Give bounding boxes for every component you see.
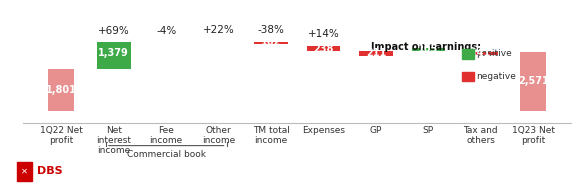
Bar <box>17 162 32 181</box>
FancyBboxPatch shape <box>464 52 498 55</box>
Text: +69%: +69% <box>98 26 129 36</box>
Text: 1,801: 1,801 <box>46 85 77 95</box>
Text: 141: 141 <box>470 48 491 58</box>
Text: 40: 40 <box>160 34 173 44</box>
Text: 2,571: 2,571 <box>518 76 549 86</box>
Text: Commercial book: Commercial book <box>127 150 206 160</box>
Text: +14%: +14% <box>308 29 339 39</box>
Bar <box>462 72 474 81</box>
Text: 162: 162 <box>261 37 281 47</box>
FancyBboxPatch shape <box>149 38 183 39</box>
Text: 211: 211 <box>366 48 386 58</box>
Text: 105: 105 <box>419 44 438 54</box>
FancyBboxPatch shape <box>307 46 340 51</box>
FancyBboxPatch shape <box>359 51 393 56</box>
Text: positive: positive <box>476 49 512 58</box>
Text: DBS: DBS <box>37 166 63 176</box>
Bar <box>462 49 474 59</box>
Text: +22%: +22% <box>203 25 234 35</box>
FancyBboxPatch shape <box>254 40 288 44</box>
Text: -4%: -4% <box>156 26 176 36</box>
Bar <box>520 52 546 111</box>
Text: Impact on earnings:: Impact on earnings: <box>371 42 482 52</box>
Text: 238: 238 <box>314 44 333 53</box>
FancyBboxPatch shape <box>97 37 131 69</box>
Text: negative: negative <box>476 72 517 81</box>
FancyBboxPatch shape <box>202 36 236 38</box>
Text: -38%: -38% <box>258 25 285 35</box>
FancyBboxPatch shape <box>412 48 445 51</box>
Text: 1,379: 1,379 <box>99 48 129 58</box>
Text: ✕: ✕ <box>22 167 29 176</box>
Text: 78: 78 <box>212 33 226 42</box>
Bar <box>48 69 75 111</box>
